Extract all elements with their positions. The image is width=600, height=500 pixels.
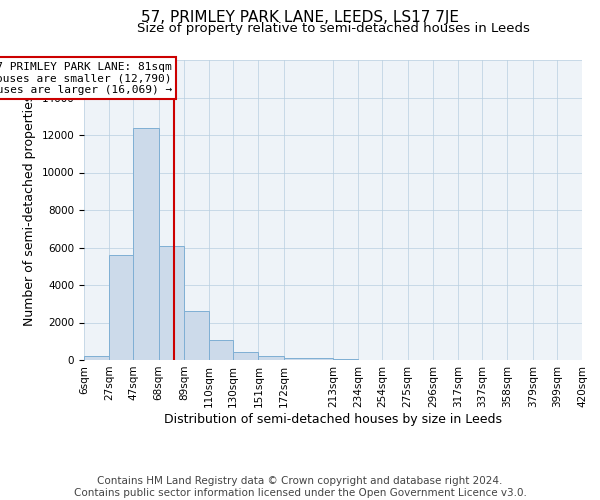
Bar [158, 246, 184, 360]
Text: Contains HM Land Registry data © Crown copyright and database right 2024.
Contai: Contains HM Land Registry data © Crown c… [74, 476, 526, 498]
Y-axis label: Number of semi-detached properties: Number of semi-detached properties [23, 94, 36, 326]
Bar [109, 255, 133, 360]
Bar [84, 356, 109, 360]
Text: 57, PRIMLEY PARK LANE, LEEDS, LS17 7JE: 57, PRIMLEY PARK LANE, LEEDS, LS17 7JE [141, 10, 459, 25]
Bar [184, 311, 209, 360]
Bar [209, 340, 233, 360]
Bar [133, 128, 158, 360]
Bar [233, 352, 259, 360]
X-axis label: Distribution of semi-detached houses by size in Leeds: Distribution of semi-detached houses by … [164, 412, 502, 426]
Bar [284, 358, 333, 360]
Bar [333, 359, 358, 360]
Text: 57 PRIMLEY PARK LANE: 81sqm
← 43% of semi-detached houses are smaller (12,790)
 : 57 PRIMLEY PARK LANE: 81sqm ← 43% of sem… [0, 62, 172, 94]
Bar [259, 356, 284, 360]
Title: Size of property relative to semi-detached houses in Leeds: Size of property relative to semi-detach… [137, 22, 529, 35]
